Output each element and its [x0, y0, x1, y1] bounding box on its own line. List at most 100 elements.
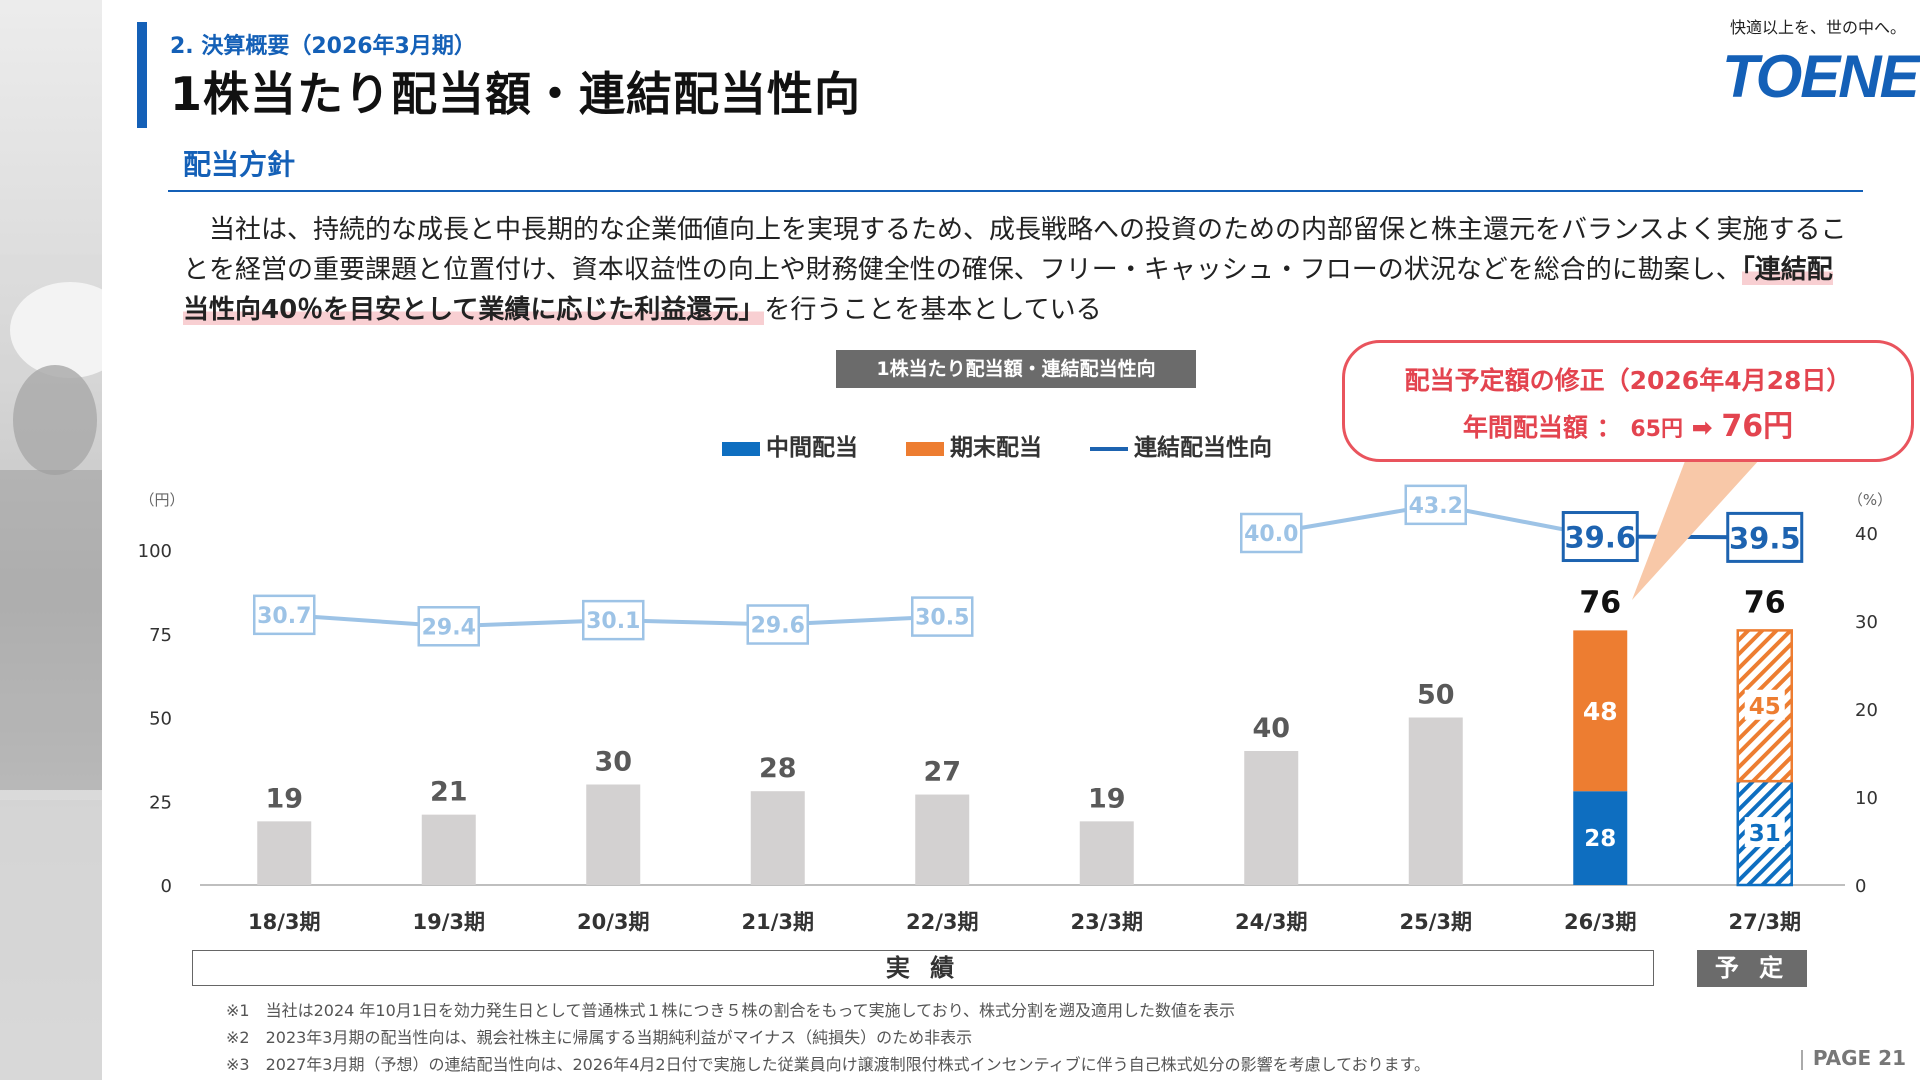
- dividend-revision-callout: 配当予定額の修正（2026年4月28日） 年間配当額 ： 65円 ➡ 76円: [1342, 340, 1914, 462]
- left-axis-tick: 25: [149, 792, 172, 813]
- right-axis-tick: 40: [1855, 524, 1878, 545]
- payout-ratio-label: 30.5: [915, 606, 969, 631]
- category-label: 21/3期: [741, 910, 814, 934]
- category-label: 23/3期: [1070, 910, 1143, 934]
- yearend-dividend-label: 48: [1583, 697, 1618, 726]
- dividend-bar: [750, 791, 805, 885]
- period-plan-box: 予 定: [1697, 950, 1807, 987]
- right-axis-tick: 10: [1855, 788, 1878, 809]
- footnote-3: ※3 2027年3月期（予想）の連結配当性向は、2026年4月2日付で実施した従…: [226, 1055, 1431, 1074]
- policy-heading: 配当方針: [183, 148, 296, 181]
- background-photo-strip: [0, 0, 102, 1080]
- page-title: 1株当たり配当額・連結配当性向: [170, 67, 862, 121]
- legend-label-payout-ratio: 連結配当性向: [1134, 435, 1273, 461]
- category-label: 27/3期: [1728, 910, 1801, 934]
- payout-ratio-label-box: [1240, 512, 1303, 554]
- payout-ratio-label: 39.6: [1564, 521, 1636, 555]
- callout-amount-from: 65円: [1630, 417, 1683, 442]
- payout-ratio-label: 29.6: [751, 614, 805, 639]
- policy-text: 当社は、持続的な成長と中長期的な企業価値向上を実現するため、成長戦略への投資のた…: [183, 210, 1853, 330]
- legend-item-payout-ratio: 連結配当性向: [1090, 428, 1272, 462]
- chart-plot-area: （円） （%） 0 25 50 75 100 0 10 20 30 40 19 18/3期 21 19/3期 3…: [138, 448, 1892, 934]
- dividend-bar-label: 28: [759, 753, 797, 784]
- dividend-bar-label: 50: [1417, 680, 1455, 711]
- dividend-bar: [1079, 821, 1134, 885]
- policy-text-end: を行うことを基本としている: [764, 295, 1102, 325]
- dividend-total-label: 76: [1579, 585, 1621, 620]
- dividend-total-label: 76: [1744, 585, 1786, 620]
- legend-swatch-interim: [722, 441, 760, 456]
- callout-pointer: [1632, 448, 1770, 600]
- legend-swatch-payout-ratio: [1090, 446, 1129, 451]
- interim-dividend-bar: [1573, 791, 1628, 885]
- dividend-bar-label: 40: [1252, 713, 1290, 744]
- dividend-bar: [1408, 717, 1463, 885]
- left-axis-tick: 50: [149, 709, 172, 730]
- payout-ratio-label: 40.0: [1244, 522, 1298, 547]
- policy-text-main: 当社は、持続的な成長と中長期的な企業価値向上を実現するため、成長戦略への投資のた…: [183, 215, 1847, 285]
- callout-title: 配当予定額の修正（2026年4月28日）: [1404, 366, 1852, 395]
- right-axis-unit: （%）: [1848, 491, 1892, 509]
- worker-photo-image: [0, 282, 102, 1080]
- page-number-divider: [1800, 1049, 1803, 1070]
- category-label: 25/3期: [1399, 910, 1472, 934]
- payout-ratio-label-box: [417, 606, 480, 647]
- interim-label-backdrop: [1744, 817, 1785, 848]
- payout-ratio-label-box: [253, 594, 316, 636]
- legend-swatch-yearend: [906, 441, 945, 456]
- callout-amount: 年間配当額 ： 65円 ➡ 76円: [1345, 401, 1911, 445]
- category-label: 20/3期: [577, 910, 650, 934]
- company-tagline: 快適以上を、世の中へ。: [1730, 18, 1907, 37]
- dividend-bar: [1244, 751, 1299, 885]
- dividend-bar-label: 21: [430, 777, 468, 808]
- page-number-text: PAGE 21: [1812, 1046, 1906, 1070]
- legend-item-yearend: 期末配当: [906, 428, 1042, 462]
- payout-ratio-label: 43.2: [1409, 494, 1463, 519]
- section-label: 2. 決算概要（2026年3月期）: [170, 34, 476, 59]
- legend-label-yearend: 期末配当: [950, 435, 1043, 461]
- page-number: PAGE 21: [1800, 1046, 1906, 1070]
- interim-dividend-label: 31: [1749, 821, 1781, 847]
- callout-arrow: ➡: [1691, 413, 1713, 442]
- payout-ratio-label-box: [1726, 511, 1804, 563]
- dividend-bar-label: 27: [923, 757, 961, 788]
- chart-title: 1株当たり配当額・連結配当性向: [836, 350, 1196, 388]
- payout-ratio-label: 29.4: [422, 615, 476, 640]
- payout-ratio-label-box: [911, 596, 974, 637]
- dividend-bar: [257, 821, 312, 885]
- policy-divider: [168, 190, 1863, 192]
- right-axis-tick: 30: [1855, 612, 1878, 633]
- left-axis-tick: 75: [149, 625, 172, 646]
- payout-ratio-label: 30.1: [586, 609, 640, 634]
- payout-ratio-label: 30.7: [257, 604, 311, 629]
- dividend-bar: [586, 784, 641, 885]
- category-label: 18/3期: [248, 910, 321, 934]
- dividend-bar: [915, 794, 970, 885]
- footnote-1: ※1 当社は2024 年10月1日を効力発生日として普通株式１株につき５株の割合…: [226, 1001, 1236, 1020]
- footnotes: ※1 当社は2024 年10月1日を効力発生日として普通株式１株につき５株の割合…: [226, 997, 1430, 1078]
- payout-ratio-label-box: [1404, 484, 1467, 526]
- dividend-bar-label: 19: [1088, 783, 1126, 814]
- legend-item-interim: 中間配当: [722, 428, 858, 462]
- payout-ratio-label: 39.5: [1729, 521, 1801, 555]
- left-axis-tick: 100: [138, 541, 172, 562]
- category-label: 19/3期: [412, 910, 485, 934]
- category-label: 24/3期: [1235, 910, 1308, 934]
- callout-amount-label: 年間配当額 ：: [1462, 413, 1622, 442]
- category-label: 26/3期: [1564, 910, 1637, 934]
- footnote-2: ※2 2023年3月期の配当性向は、親会社株主に帰属する当期純利益がマイナス（純…: [226, 1028, 973, 1047]
- title-accent-bar: [137, 22, 147, 128]
- payout-ratio-label-box: [746, 604, 809, 645]
- payout-ratio-label-box: [582, 599, 645, 641]
- callout-amount-to: 76円: [1721, 409, 1794, 444]
- category-label: 22/3期: [906, 910, 979, 934]
- yearend-dividend-label: 45: [1749, 694, 1781, 720]
- company-logo: TOENEC: [1722, 43, 1920, 110]
- legend-label-interim: 中間配当: [766, 435, 858, 461]
- right-axis-tick: 0: [1855, 876, 1866, 897]
- yearend-label-backdrop: [1744, 689, 1785, 720]
- right-axis-tick: 20: [1855, 700, 1878, 721]
- payout-ratio-label-box: [1561, 511, 1639, 563]
- interim-dividend-label: 28: [1584, 826, 1616, 852]
